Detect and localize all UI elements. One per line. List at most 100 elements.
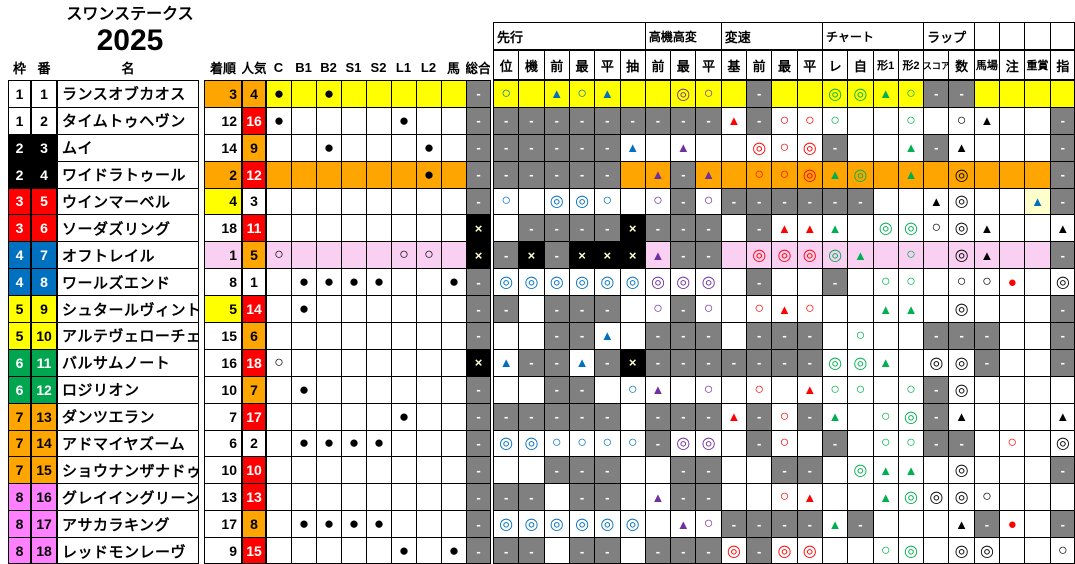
factor-cell	[973, 402, 1001, 431]
factor-cell: ○	[619, 429, 646, 458]
factor-cell: -	[1049, 241, 1075, 270]
factor-cell: ▲	[1049, 214, 1075, 243]
factor-cell	[720, 214, 748, 243]
mark-cell: ●	[316, 510, 342, 539]
factor-cell: -	[1049, 160, 1075, 189]
mark-cell	[416, 268, 442, 297]
finish-cell: 3	[204, 80, 242, 108]
column-header-mark: S1	[345, 59, 362, 75]
mark-cell	[316, 295, 342, 323]
column-header-factor: スコア	[923, 50, 950, 80]
frame-cell: 8	[8, 483, 31, 512]
factor-cell: ◎	[670, 268, 697, 297]
horse-name-cell: バルサムノート	[57, 348, 199, 377]
column-header-factor: 重賞	[1024, 50, 1051, 80]
column-header-mark: C	[273, 59, 284, 75]
group-header-empty	[999, 22, 1026, 50]
factor-cell: -	[746, 537, 773, 564]
factor-cell: -	[670, 537, 697, 564]
factor-cell: -	[923, 322, 950, 350]
factor-cell	[847, 483, 874, 512]
factor-cell: -	[746, 402, 773, 431]
factor-cell: ○	[746, 375, 773, 404]
factor-cell: ▲	[821, 510, 849, 539]
factor-cell: ▲	[644, 483, 672, 512]
total-cell: -	[466, 187, 491, 216]
factor-cell: -	[923, 375, 950, 404]
mark-cell	[441, 402, 467, 431]
frame-cell: 1	[8, 106, 31, 135]
factor-cell	[897, 187, 925, 216]
total-cell: -	[466, 375, 491, 404]
factor-cell: ▲	[948, 402, 975, 431]
factor-cell: ▲	[872, 295, 899, 323]
factor-cell: -	[543, 214, 570, 243]
factor-cell: ◎	[948, 214, 975, 243]
factor-cell: -	[695, 241, 722, 270]
factor-cell: ◎	[746, 133, 773, 162]
factor-cell: ◎	[973, 537, 1001, 564]
factor-cell	[999, 241, 1026, 270]
mark-cell	[341, 133, 367, 162]
factor-cell	[923, 106, 950, 135]
column-header-factor: 位	[493, 50, 520, 80]
frame-cell: 1	[8, 80, 31, 108]
factor-cell: -	[493, 537, 520, 564]
column-header-factor: 自	[847, 50, 874, 80]
mark-cell	[416, 322, 442, 350]
factor-cell	[644, 510, 672, 539]
factor-cell: -	[568, 456, 596, 485]
factor-cell: -	[695, 537, 722, 564]
factor-cell: -	[644, 214, 672, 243]
group-header-empty	[1049, 22, 1075, 50]
factor-cell	[670, 375, 697, 404]
factor-cell	[847, 106, 874, 135]
frame-cell: 2	[8, 133, 31, 162]
factor-cell: ◎	[923, 483, 950, 512]
factor-cell: -	[796, 348, 823, 377]
factor-cell: -	[821, 133, 849, 162]
mark-cell	[266, 187, 292, 216]
factor-cell: ◎	[543, 187, 570, 216]
number-cell: 8	[31, 268, 57, 297]
factor-cell	[796, 268, 823, 297]
factor-cell: ▲	[821, 402, 849, 431]
factor-cell	[619, 160, 646, 189]
mark-cell	[391, 268, 417, 297]
mark-cell	[416, 348, 442, 377]
factor-cell	[1024, 402, 1051, 431]
factor-cell	[746, 483, 773, 512]
mark-cell	[316, 456, 342, 485]
factor-cell: -	[568, 106, 596, 135]
column-header-mark: B2	[320, 59, 337, 75]
mark-cell	[416, 295, 442, 323]
column-header-mark: S2	[370, 59, 387, 75]
mark-cell	[441, 133, 467, 162]
mark-cell	[316, 537, 342, 564]
title-block: スワンステークス 2025	[30, 4, 230, 56]
factor-cell: -	[568, 214, 596, 243]
mark-cell: ●	[441, 268, 467, 297]
mark-cell	[366, 133, 392, 162]
factor-cell: -	[948, 80, 975, 108]
factor-cell: ◎	[493, 429, 520, 458]
mark-cell	[441, 483, 467, 512]
mark-cell	[291, 160, 317, 189]
mark-cell	[341, 375, 367, 404]
factor-cell	[999, 322, 1026, 350]
factor-cell	[720, 295, 748, 323]
factor-cell: ◎	[1049, 429, 1075, 458]
factor-cell	[720, 160, 748, 189]
factor-cell: ◎	[619, 510, 646, 539]
mark-cell	[366, 456, 392, 485]
factor-cell: -	[771, 510, 798, 539]
mark-cell	[366, 322, 392, 350]
factor-cell	[999, 375, 1026, 404]
mark-cell	[291, 537, 317, 564]
factor-cell: ◎	[695, 268, 722, 297]
number-cell: 5	[31, 187, 57, 216]
mark-cell	[416, 483, 442, 512]
factor-cell	[720, 375, 748, 404]
factor-cell: ▲	[493, 348, 520, 377]
mark-cell	[441, 295, 467, 323]
